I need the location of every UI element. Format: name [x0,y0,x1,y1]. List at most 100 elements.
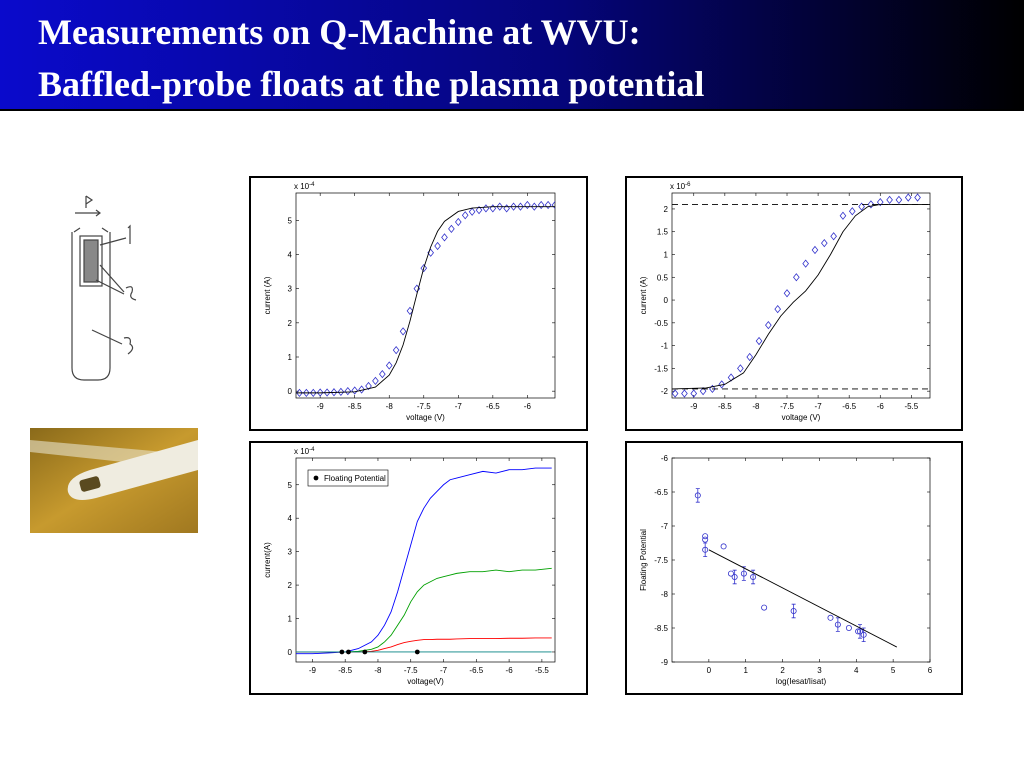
data-point [727,570,734,577]
data-point [856,628,863,635]
error-bar [857,624,862,639]
x-tick-label: -7.5 [404,666,418,675]
title-line: Baffled-probe floats at the plasma poten… [38,64,704,104]
y-tick-label: -1.5 [654,364,668,373]
data-point [399,327,407,336]
data-point [339,649,345,655]
data-point [441,233,448,242]
y-scale-base: x 10 [294,447,310,456]
y-axis-label: current (A) [639,276,648,314]
x-tick-label: -7.5 [417,402,431,411]
y-tick-label: -8 [661,590,669,599]
x-tick-label: 5 [891,666,896,675]
y-tick-label: 1 [288,615,293,624]
data-point [858,202,865,211]
data-point [876,197,884,207]
x-tick-label: 1 [743,666,748,675]
error-bar [791,603,796,619]
y-tick-label: -6 [661,454,669,463]
data-point [761,604,768,611]
x-tick-label: -8.5 [348,402,362,411]
y-tick-label: -2 [661,387,669,396]
data-point [296,388,303,398]
data-point [362,649,368,655]
data-point [544,200,552,210]
header-band [0,0,1024,110]
plot-content [672,193,930,398]
data-point [783,289,791,298]
data-point [811,245,819,255]
data-point [702,536,709,543]
x-tick-label: -8 [386,402,394,411]
data-point [845,625,852,632]
x-tick-label: 3 [817,666,822,675]
data-point [740,570,747,577]
data-point [718,380,726,389]
y-scale-base: x 10 [294,182,310,191]
data-point [774,305,781,314]
y-tick-label: -7.5 [654,556,668,565]
x-tick-label: 4 [854,666,859,675]
data-point [834,621,841,628]
data-point [731,574,738,581]
series-line [708,549,898,648]
y-tick-label: 3 [288,285,293,294]
data-point [720,543,727,550]
data-point [672,389,679,398]
x-tick-label: -7 [815,402,823,411]
data-point [699,387,707,396]
x-axis-label: voltage(V) [407,677,444,686]
data-point [802,259,809,268]
y-tick-label: 0 [664,296,669,305]
data-point [365,381,372,391]
x-axis-label: log(Iesat/Iisat) [776,677,827,686]
y-tick-label: 1 [288,353,293,362]
data-point [461,211,469,220]
x-tick-label: -6 [877,402,885,411]
x-tick-label: -8.5 [718,402,732,411]
y-axis-label: current(A) [263,542,272,578]
data-point [517,202,524,211]
y-scale-label: x 10-6 [670,182,691,191]
data-point [737,364,744,373]
data-point [496,202,504,211]
y-tick-label: 4 [288,251,293,260]
data-point [821,238,828,248]
data-point [385,361,393,370]
x-tick-label: -6 [506,666,514,675]
y-tick-label: 0 [288,648,293,657]
data-point [475,205,483,215]
data-point [309,388,317,398]
data-point [468,207,476,216]
y-tick-label: 5 [288,481,293,490]
plot-content [296,467,552,655]
data-point [303,388,310,398]
y-scale-label: x 10-4 [294,447,315,456]
plot-area [295,457,556,663]
data-point [337,387,345,396]
error-bar [835,617,840,632]
data-point [790,608,797,615]
data-point [765,320,772,330]
y-tick-label: -6.5 [654,488,668,497]
data-point [904,193,912,202]
y-tick-label: 1 [664,251,669,260]
y-tick-label: 2 [288,581,293,590]
x-tick-label: -9 [690,402,698,411]
data-point [690,389,698,398]
data-point [454,217,462,227]
y-scale-label: x 10-4 [294,182,315,191]
data-point [848,207,856,216]
series-line [296,206,555,394]
y-scale-exponent: -4 [309,447,315,453]
data-point [448,224,455,234]
data-point [886,195,893,204]
x-tick-label: -8 [374,666,382,675]
data-point [702,546,709,553]
x-tick-label: -9 [309,666,317,675]
x-axis-label: voltage (V) [782,413,821,422]
error-bar [703,542,708,557]
data-point [530,202,538,211]
y-axis-label: current (A) [263,276,272,314]
